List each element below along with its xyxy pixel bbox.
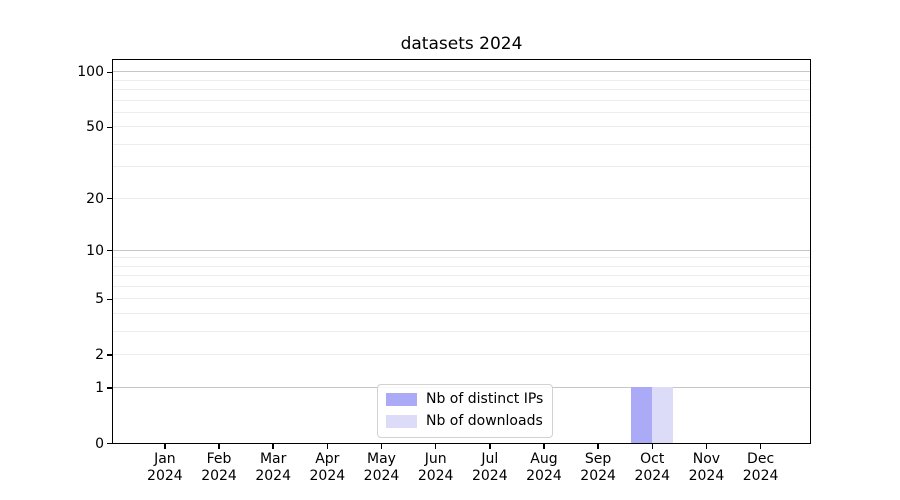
x-tick-mark-aug: [543, 444, 545, 449]
x-tick-mark-dec: [759, 444, 762, 449]
y-gridline-30: [113, 166, 810, 168]
legend-swatch-downloads: [386, 415, 417, 428]
x-axis: Jan 2024 Feb 2024 Mar 2024 Apr 2024 May 2024 Jun 20…: [112, 451, 811, 491]
y-axis: 0 1 2 5 10 20 50 100: [0, 59, 104, 451]
y-gridline-4: [113, 313, 810, 315]
x-tick-label-sep: Sep 2024: [580, 451, 616, 484]
y-tick-mark-50: [107, 126, 112, 129]
y-gridline-8: [113, 265, 810, 267]
plot-area: Nb of distinct IPs Nb of downloads: [112, 59, 811, 444]
y-tick-label-10: 10: [86, 242, 104, 259]
legend-label-distinct-ips: Nb of distinct IPs: [426, 391, 544, 407]
x-tick-mark-jun: [434, 444, 437, 449]
x-tick-mark-may: [380, 444, 383, 449]
y-tick-mark-20: [107, 197, 112, 200]
y-tick-label-0: 0: [95, 435, 104, 452]
y-gridline-40: [113, 143, 810, 145]
y-gridline-50: [113, 126, 810, 128]
x-tick-label-mar: Mar 2024: [255, 451, 291, 484]
y-tick-mark-1: [107, 387, 112, 389]
x-tick-mark-jan: [164, 444, 166, 449]
legend-entry-downloads: Nb of downloads: [386, 413, 543, 430]
x-tick-label-jun: Jun 2024: [417, 451, 454, 484]
x-tick-mark-sep: [597, 444, 599, 449]
y-gridline-80: [113, 89, 810, 91]
y-tick-mark-100: [107, 71, 112, 74]
x-tick-label-feb: Feb 2024: [201, 451, 237, 484]
x-tick-mark-apr: [326, 444, 329, 449]
y-tick-label-5: 5: [95, 291, 104, 308]
x-tick-label-dec: Dec 2024: [742, 451, 779, 484]
y-gridline-60: [113, 111, 810, 113]
x-tick-label-nov: Nov 2024: [688, 451, 725, 484]
bar-nb-of-downloads-oct: [651, 387, 673, 443]
y-gridline-3: [113, 331, 810, 332]
x-tick-mark-oct: [651, 444, 654, 449]
y-gridline-90: [113, 79, 810, 81]
y-gridline-100: [113, 71, 810, 73]
y-tick-label-100: 100: [77, 64, 104, 81]
y-gridline-5: [113, 298, 810, 300]
y-gridline-10: [113, 249, 810, 251]
y-tick-label-2: 2: [95, 347, 104, 364]
x-tick-label-oct: Oct 2024: [634, 451, 671, 484]
y-tick-mark-10: [107, 249, 112, 252]
legend-label-downloads: Nb of downloads: [426, 413, 543, 429]
y-tick-mark-5: [107, 298, 112, 301]
x-tick-mark-jul: [489, 444, 491, 449]
x-tick-label-aug: Aug 2024: [526, 451, 562, 484]
y-tick-label-20: 20: [86, 190, 104, 207]
x-tick-label-jul: Jul 2024: [471, 451, 508, 484]
x-tick-label-may: May 2024: [363, 451, 400, 484]
y-gridline-20: [113, 197, 810, 199]
y-tick-label-50: 50: [86, 119, 104, 136]
y-gridline-70: [113, 99, 810, 101]
chart-title: datasets 2024: [400, 34, 523, 54]
bar-nb-of-distinct-ips-oct: [630, 387, 652, 443]
y-tick-label-1: 1: [95, 379, 104, 396]
y-gridline-2: [113, 354, 810, 356]
legend-entry-distinct-ips: Nb of distinct IPs: [386, 391, 543, 408]
x-tick-mark-feb: [218, 444, 220, 449]
x-tick-label-apr: Apr 2024: [309, 451, 346, 484]
y-gridline-6: [113, 285, 810, 287]
y-tick-mark-2: [107, 354, 112, 356]
x-tick-mark-nov: [705, 444, 708, 449]
y-gridline-9: [113, 257, 810, 259]
x-tick-label-jan: Jan 2024: [147, 451, 183, 484]
x-tick-mark-mar: [272, 444, 274, 449]
y-tick-mark-0: [107, 442, 112, 445]
y-gridline-7: [113, 275, 810, 277]
legend-swatch-distinct-ips: [386, 393, 417, 406]
chart-legend: Nb of distinct IPs Nb of downloads: [377, 384, 554, 438]
